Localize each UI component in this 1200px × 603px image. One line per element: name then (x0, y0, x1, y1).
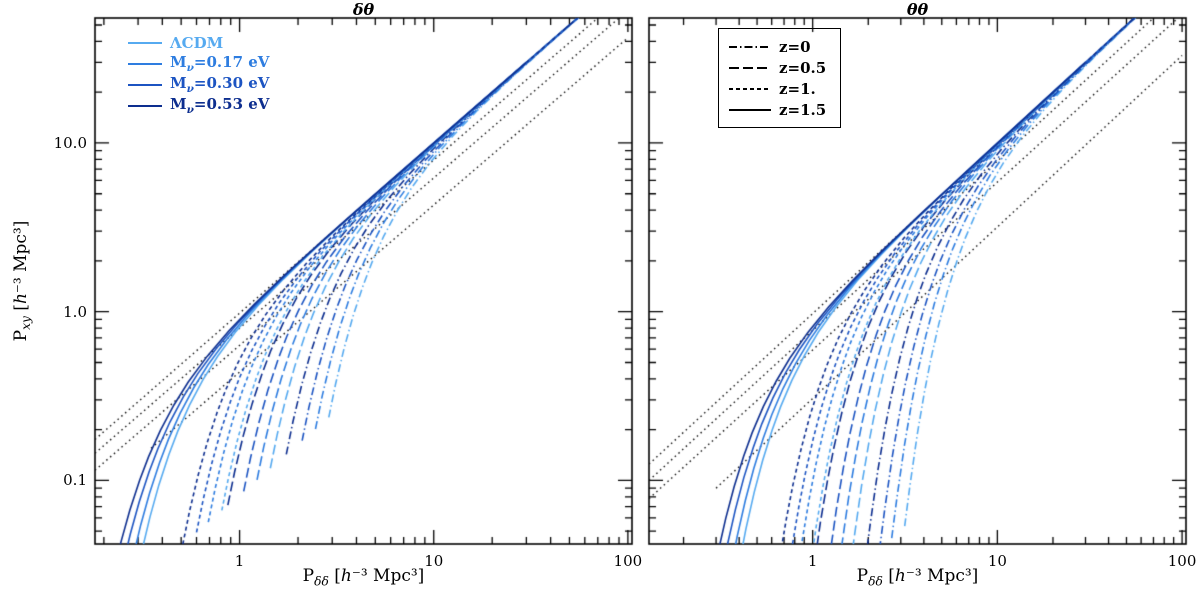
legend-line-sample-icon (729, 66, 771, 69)
x-tick-label: 1 (807, 552, 818, 570)
x-axis-subscript: δδ (314, 574, 329, 589)
y-tick-label: 10.0 (53, 133, 87, 152)
x-axis-unit-rest: ⁻³ Mpc³] (905, 566, 979, 586)
x-axis-symbol: P (302, 566, 315, 586)
legend-redshift-label: z=1. (779, 79, 816, 98)
legend-line-sample-icon (128, 83, 162, 86)
x-axis-label-left: Pδδ [h⁻³ Mpc³] (95, 566, 632, 588)
y-axis-unit-rest: ⁻³ Mpc³] (10, 220, 31, 294)
legend-model-label: Mν=0.17 eV (170, 53, 270, 74)
legend-cosmology-models: ΛCDM Mν=0.17 eV Mν=0.30 eV Mν=0.53 eV (128, 32, 269, 116)
legend-redshift-item: z=1.5 (729, 99, 826, 120)
x-axis-unit-open: [ (328, 566, 341, 586)
panel-title-theta-theta: θθ (906, 0, 929, 19)
x-axis-label-right: Pδδ [h⁻³ Mpc³] (649, 566, 1186, 588)
legend-line-sample-icon (729, 87, 771, 90)
legend-model-label: ΛCDM (170, 33, 224, 52)
y-axis-unit-h: h (10, 293, 31, 305)
legend-line-sample-icon (128, 62, 162, 65)
x-tick-label: 1 (234, 552, 245, 570)
x-tick-label: 100 (613, 552, 643, 570)
x-axis-unit-h: h (894, 566, 906, 586)
y-axis-symbol: P (10, 329, 31, 342)
legend-model-item: Mν=0.53 eV (128, 95, 269, 116)
y-axis-subscript: xy (19, 316, 34, 330)
legend-redshift-item: z=0 (729, 36, 826, 57)
y-tick-label: 1.0 (63, 302, 87, 321)
legend-redshift-item: z=0.5 (729, 57, 826, 78)
legend-model-item: Mν=0.17 eV (128, 53, 269, 74)
x-axis-subscript: δδ (868, 574, 883, 589)
legend-line-sample-icon (128, 104, 162, 107)
x-axis-unit-rest: ⁻³ Mpc³] (351, 566, 425, 586)
legend-redshift-label: z=0 (779, 37, 811, 56)
legend-model-label: Mν=0.53 eV (170, 95, 270, 116)
legend-model-label: Mν=0.30 eV (170, 74, 270, 95)
legend-redshift-label: z=0.5 (779, 58, 827, 77)
x-axis-symbol: P (856, 566, 869, 586)
x-tick-label: 10 (424, 552, 444, 570)
legend-redshifts: z=0 z=0.5 z=1. z=1.5 (718, 28, 842, 128)
x-tick-label: 10 (987, 552, 1007, 570)
legend-model-item: Mν=0.30 eV (128, 74, 269, 95)
x-axis-unit-open: [ (882, 566, 895, 586)
legend-redshift-label: z=1.5 (779, 100, 827, 119)
x-tick-label: 100 (1167, 552, 1197, 570)
y-tick-label: 0.1 (63, 471, 87, 490)
legend-line-sample-icon (128, 41, 162, 44)
legend-line-sample-icon (729, 45, 771, 48)
y-axis-label: Pxy [h⁻³ Mpc³] (11, 221, 33, 342)
legend-model-item: ΛCDM (128, 32, 269, 53)
panel-title-delta-theta: δθ (352, 0, 375, 19)
legend-line-sample-icon (729, 108, 771, 111)
x-axis-unit-h: h (340, 566, 352, 586)
y-axis-unit-open: [ (10, 304, 31, 317)
legend-redshift-item: z=1. (729, 78, 826, 99)
